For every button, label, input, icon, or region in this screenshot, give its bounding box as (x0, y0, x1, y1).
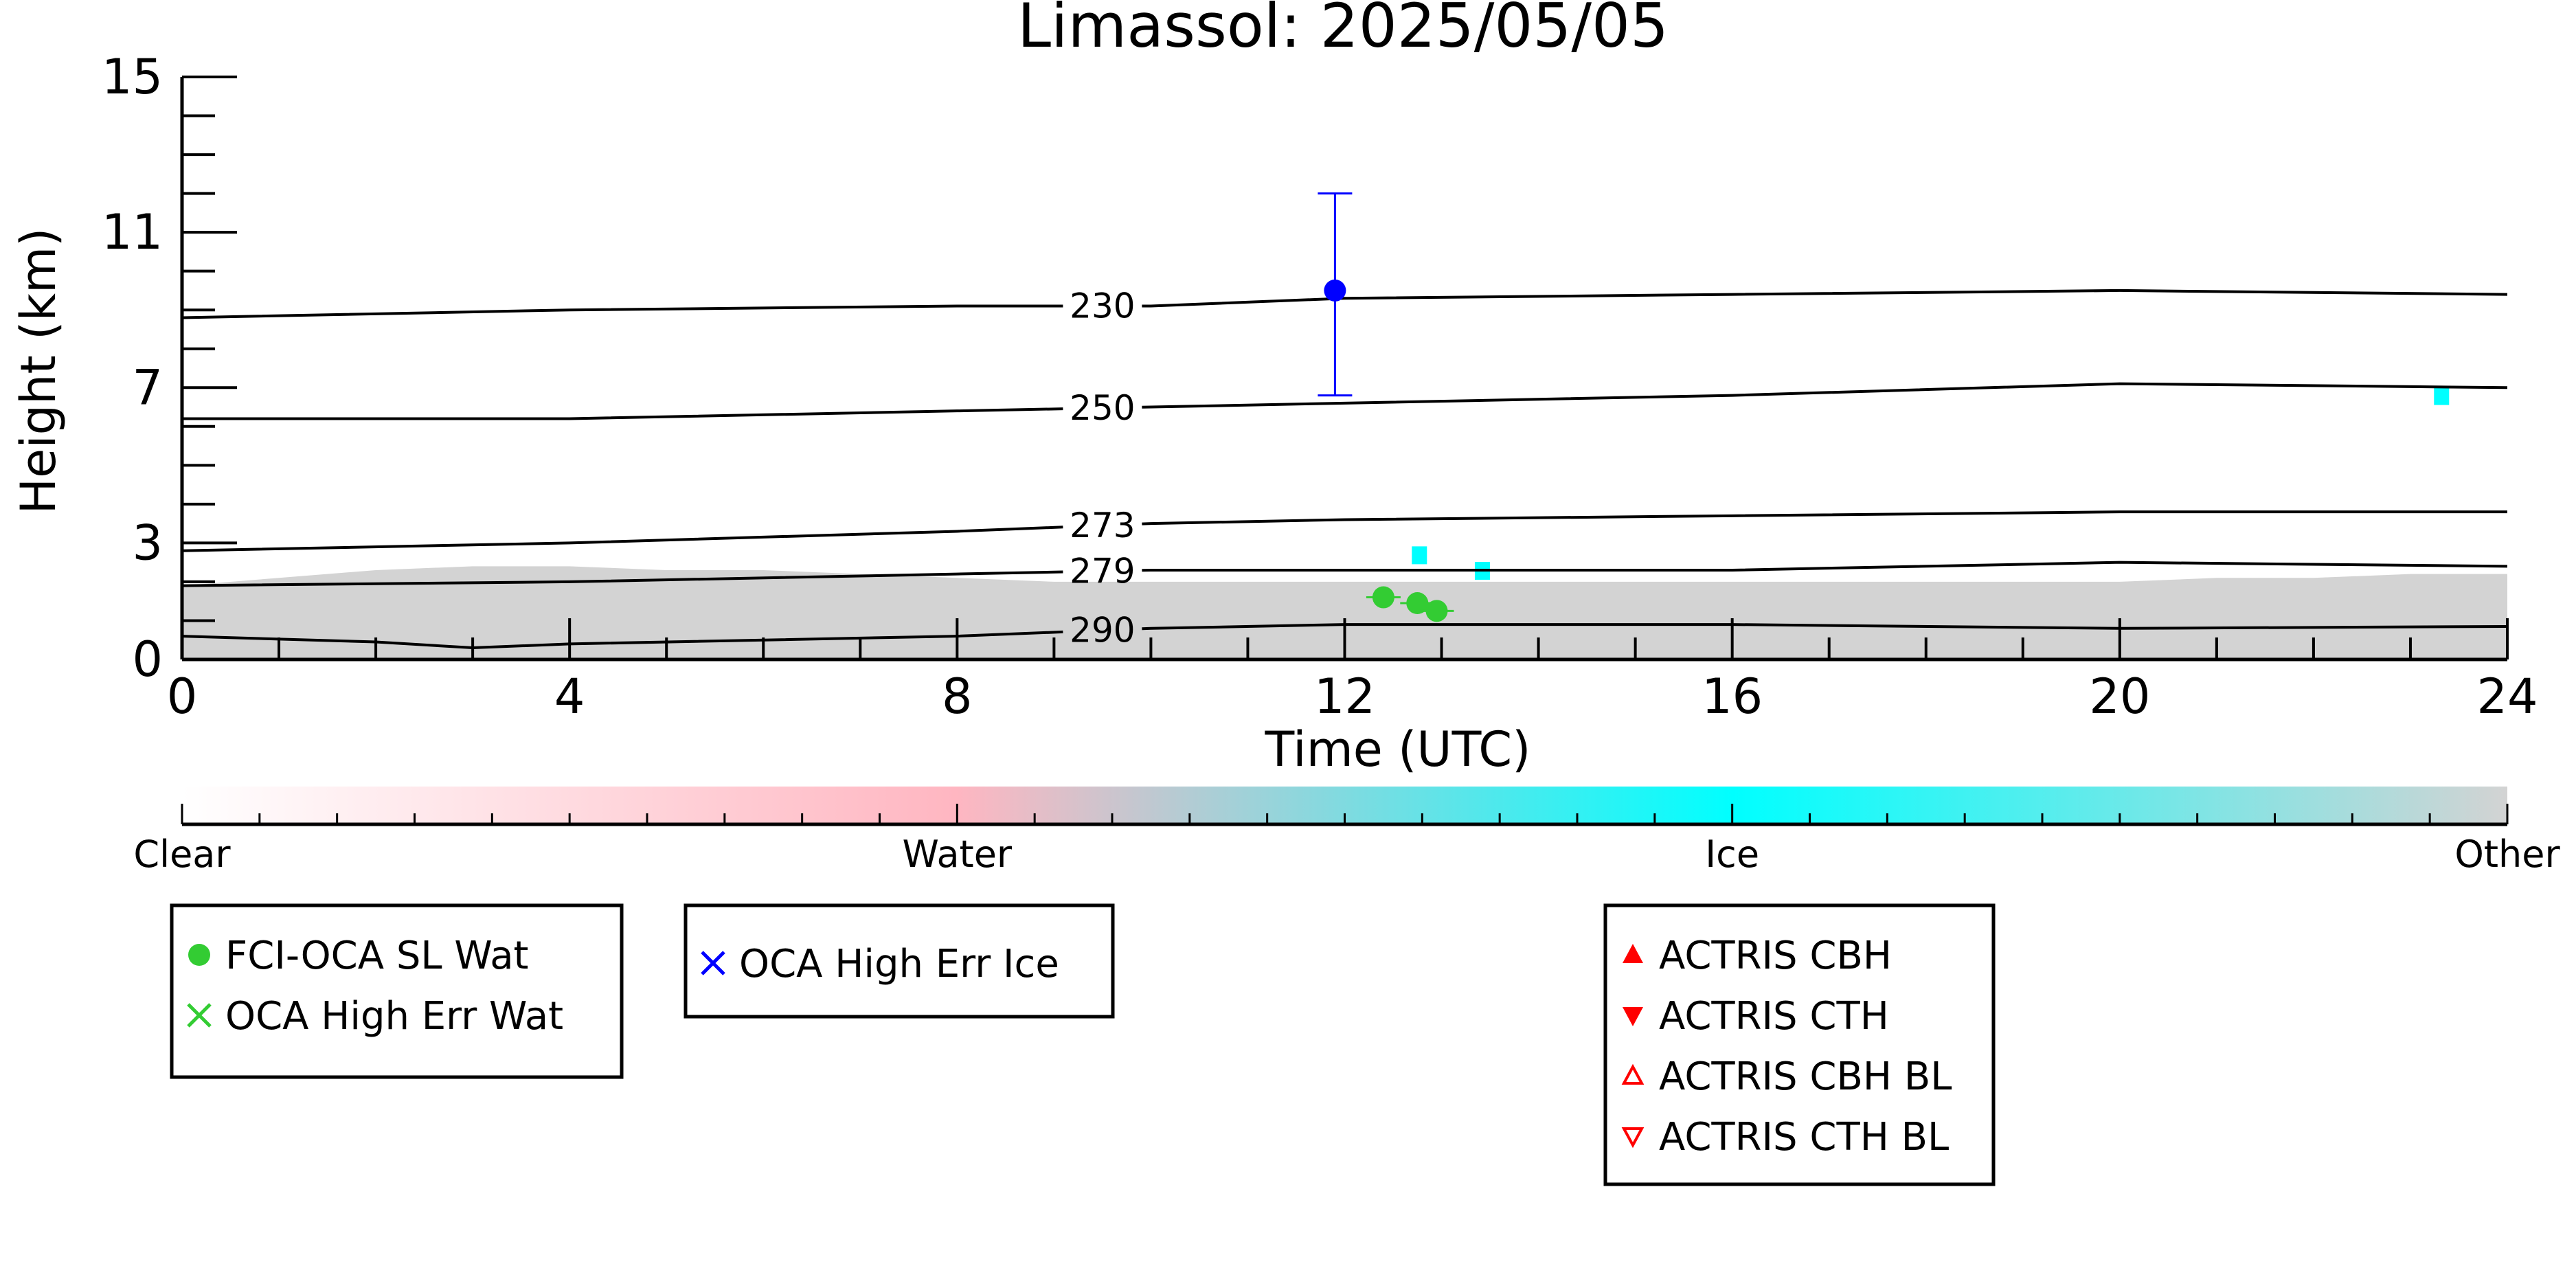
colorbar-label-water: Water (903, 833, 1013, 876)
legend-entry-label: OCA High Err Wat (225, 994, 563, 1039)
isotherm-label: 250 (1070, 388, 1135, 428)
isotherm-label: 273 (1070, 506, 1135, 545)
isotherm-250-line (1142, 382, 2508, 409)
data-point (1324, 279, 1346, 302)
legend-1: FCI-OCA SL Wat OCA High Err Wat (170, 903, 624, 1079)
x-tick-label: 16 (1702, 668, 1763, 725)
legend-frame (1603, 903, 1996, 1186)
legend-3: ACTRIS CBH ACTRIS CTH ACTRIS CBH BL ACTRIS … (1603, 903, 1996, 1186)
legend-marker-triangle-down (1623, 1007, 1643, 1026)
x-tick-label: 20 (2089, 668, 2150, 725)
legend-entry-label: FCI-OCA SL Wat (225, 934, 529, 978)
legend-2: OCA High Err Ice (683, 903, 1115, 1019)
isotherm-230-line (1142, 289, 2508, 308)
y-tick-label: 3 (132, 515, 163, 571)
legend-marker-x (187, 1003, 212, 1028)
legend-marker-circle (188, 944, 210, 966)
legends: FCI-OCA SL Wat OCA High Err Wat OCA High E… (170, 903, 1996, 1186)
chart-title: Limassol: 2025/05/05 (1017, 0, 1669, 61)
ice-patch-1 (1412, 546, 1427, 565)
isotherm-279-line (181, 570, 1063, 587)
x-axis-label: Time (UTC) (1265, 721, 1531, 778)
isotherm-290-line (181, 630, 1063, 650)
isotherm-230-line (181, 304, 1063, 319)
x-tick-label: 0 (167, 668, 198, 725)
legend-entry-label: ACTRIS CBH BL (1659, 1054, 1952, 1099)
legend-entry-label: ACTRIS CTH BL (1659, 1115, 1949, 1160)
isotherm-250-line (182, 407, 1063, 420)
x-tick-label: 12 (1314, 668, 1375, 725)
ice-patch-0 (2434, 387, 2450, 405)
isotherm-label: 279 (1070, 551, 1135, 591)
legend-frame (170, 903, 624, 1079)
legend-marker-triangle-up (1623, 944, 1643, 963)
data-point (1372, 586, 1394, 609)
y-tick-label: 11 (102, 204, 163, 260)
legend-entry-label: ACTRIS CTH (1659, 994, 1889, 1039)
plot-area: 230 250 273 279 290 (181, 192, 2508, 659)
data-point (1425, 600, 1448, 622)
legend-frame (683, 903, 1115, 1019)
colorbar-label-clear: Clear (133, 833, 231, 876)
isotherm-label: 230 (1070, 286, 1135, 326)
y-axis-label: Height (km) (10, 228, 67, 515)
colorbar: Clear Water Ice Other (133, 787, 2560, 876)
x-tick-label: 24 (2476, 668, 2538, 725)
data-point (1406, 592, 1429, 615)
isotherm-273-line (1142, 510, 2507, 526)
legend-entry-label: OCA High Err Ice (739, 942, 1059, 986)
y-tick-label: 7 (132, 359, 163, 416)
legend-marker-triangle-down-open (1621, 1127, 1645, 1149)
axes: 0 3 7 11 15 0 4 8 12 16 20 24 (102, 49, 2538, 725)
x-tick-label: 4 (554, 668, 585, 725)
colorbar-label-ice: Ice (1705, 833, 1759, 876)
legend-entry-label: ACTRIS CBH (1659, 934, 1892, 978)
colorbar-label-other: Other (2454, 833, 2560, 876)
isotherm-label: 290 (1070, 611, 1135, 651)
y-tick-label: 0 (132, 631, 163, 688)
x-tick-label: 8 (942, 668, 973, 725)
isotherm-290-line (1142, 623, 2508, 631)
legend-marker-x (701, 951, 725, 975)
y-tick-label: 15 (102, 49, 163, 105)
isotherm-279-line (1142, 561, 2508, 572)
isotherm-273-line (181, 526, 1063, 552)
legend-marker-triangle-up-open (1621, 1063, 1645, 1085)
other-cloud-region (182, 566, 2507, 659)
